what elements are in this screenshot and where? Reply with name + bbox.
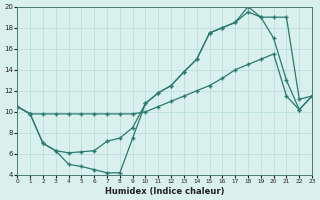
X-axis label: Humidex (Indice chaleur): Humidex (Indice chaleur) bbox=[105, 187, 224, 196]
